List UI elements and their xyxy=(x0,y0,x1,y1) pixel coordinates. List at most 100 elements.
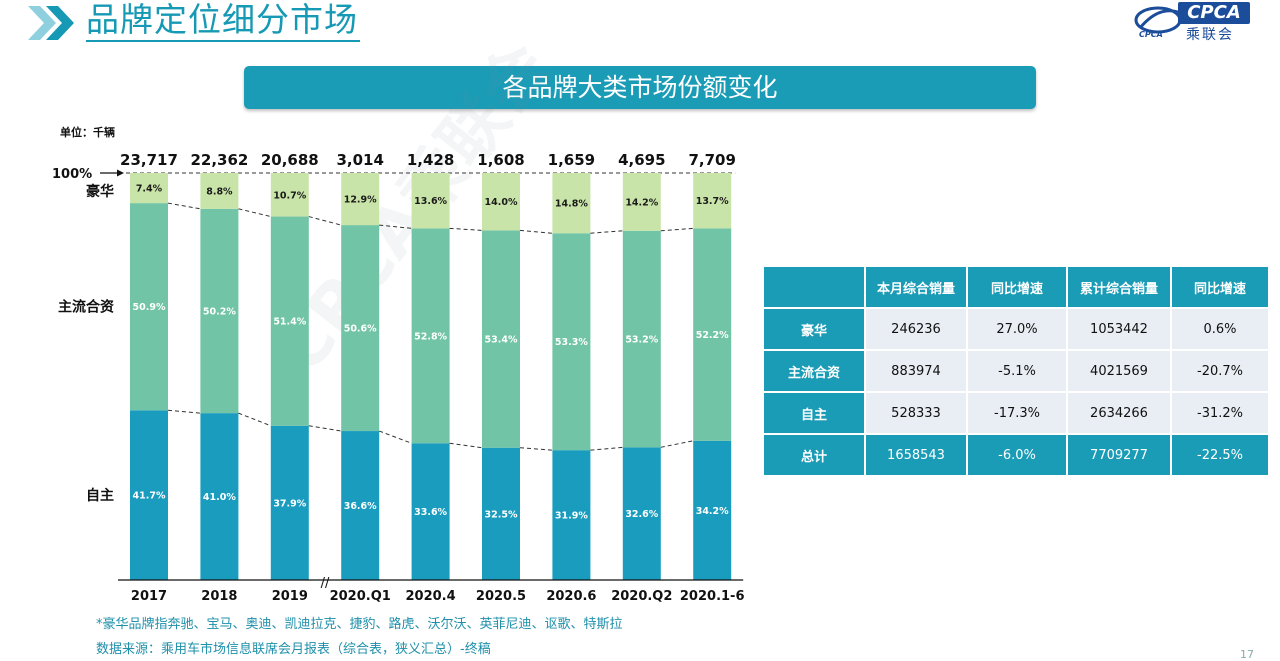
y-marker-arrow-icon xyxy=(117,169,124,177)
data-label: 14.2% xyxy=(625,197,658,208)
data-label: 7.4% xyxy=(136,184,163,195)
bar-segment xyxy=(411,228,450,444)
table-row-head: 总计 xyxy=(762,433,866,477)
x-tick-label: 2020.Q1 xyxy=(330,589,391,604)
bar-segment xyxy=(411,443,450,580)
data-label: 33.6% xyxy=(414,507,447,518)
data-label: 41.0% xyxy=(203,492,236,503)
bar-segment xyxy=(341,173,380,226)
table-cell: -5.1% xyxy=(966,349,1068,393)
bar-segment xyxy=(622,230,661,448)
table-row-head: 主流合资 xyxy=(762,349,866,393)
total-label: 1,428 xyxy=(407,151,454,169)
table-cell: -6.0% xyxy=(966,433,1068,477)
page-number: 17 xyxy=(1240,648,1254,661)
data-label: 53.3% xyxy=(555,337,588,348)
bar-segment xyxy=(270,425,309,580)
total-label: 22,362 xyxy=(190,151,248,169)
bar-segment xyxy=(482,447,520,580)
connector-line xyxy=(590,230,623,234)
series-label: 豪华 xyxy=(86,183,114,200)
table-cell: -31.2% xyxy=(1170,391,1270,435)
connector-line xyxy=(449,442,483,449)
table-cell: -17.3% xyxy=(966,391,1068,435)
stacked-bar-chart: 41.7% 50.9% 7.4% 23,717 2017 41.0% 50.2% 8.8% 22… xyxy=(52,151,745,604)
table-header-cell: 本月综合销量 xyxy=(864,265,968,309)
table-header-cell: 同比增速 xyxy=(1170,265,1270,309)
bar-segment xyxy=(341,431,380,580)
connector-line xyxy=(660,227,694,232)
connector-line xyxy=(308,216,342,226)
table-cell: 1053442 xyxy=(1066,307,1172,351)
data-label: 13.7% xyxy=(696,196,729,207)
data-label: 53.2% xyxy=(625,335,658,346)
total-label: 1,608 xyxy=(477,151,524,169)
bar-segment xyxy=(130,203,168,411)
series-label: 主流合资 xyxy=(58,299,114,316)
unit-label: 单位：千辆 xyxy=(60,126,115,139)
bar-segment xyxy=(622,447,661,580)
connector-line xyxy=(660,440,694,448)
data-label: 51.4% xyxy=(273,317,306,328)
data-label: 32.6% xyxy=(625,509,658,520)
connector-line xyxy=(308,425,342,432)
bar-segment xyxy=(622,173,661,231)
table-header-cell xyxy=(762,265,866,309)
data-label: 32.5% xyxy=(485,509,518,520)
table-cell: 2634266 xyxy=(1066,391,1172,435)
table-cell: 528333 xyxy=(864,391,968,435)
data-label: 14.0% xyxy=(485,197,518,208)
axis-break-label: // xyxy=(321,576,330,591)
table-row-head: 自主 xyxy=(762,391,866,435)
bar-segment xyxy=(130,173,168,204)
total-label: 1,659 xyxy=(548,151,595,169)
table-header-cell: 累计综合销量 xyxy=(1066,265,1172,309)
y-marker-label: 100% xyxy=(52,167,92,182)
bar-segment xyxy=(693,440,732,580)
bar-segment xyxy=(130,410,168,580)
bar-segment xyxy=(482,173,520,231)
table-cell: 246236 xyxy=(864,307,968,351)
bar-segment xyxy=(341,225,380,432)
table-row: 主流合资 883974 -5.1% 4021569 -20.7% xyxy=(762,349,1270,393)
data-label: 12.9% xyxy=(344,195,377,206)
bar-segment xyxy=(693,173,732,229)
table-total-row: 总计 1658543 -6.0% 7709277 -22.5% xyxy=(762,433,1270,477)
footnote: *豪华品牌指奔驰、宝马、奥迪、凯迪拉克、捷豹、路虎、沃尔沃、英菲尼迪、讴歌、特斯… xyxy=(96,617,623,632)
bar-segment xyxy=(552,173,591,234)
logo-small-text: CPCA xyxy=(1139,30,1163,39)
data-label: 8.8% xyxy=(206,186,233,197)
data-label: 31.9% xyxy=(555,511,588,522)
logo-text: CPCA xyxy=(1178,2,1250,24)
data-label: 34.2% xyxy=(696,506,729,517)
bar-segment xyxy=(270,173,309,217)
bar-segment xyxy=(693,228,732,441)
data-label: 52.8% xyxy=(414,331,447,342)
data-label: 36.6% xyxy=(344,501,377,512)
connector-line xyxy=(590,446,623,451)
connector-line xyxy=(519,229,553,234)
bar-segment xyxy=(552,233,591,451)
x-tick-label: 2020.1-6 xyxy=(680,589,745,604)
table-cell: -20.7% xyxy=(1170,349,1270,393)
total-label: 3,014 xyxy=(336,151,383,169)
table-row: 自主 528333 -17.3% 2634266 -31.2% xyxy=(762,391,1270,435)
bar-segment xyxy=(482,230,520,448)
x-tick-label: 2020.4 xyxy=(406,589,456,604)
data-label: 41.7% xyxy=(133,491,166,502)
x-tick-label: 2020.5 xyxy=(476,589,526,604)
connector-line xyxy=(238,208,271,218)
bar-segment xyxy=(200,173,239,209)
table-cell: 27.0% xyxy=(966,307,1068,351)
connector-line xyxy=(238,412,271,427)
data-label: 50.2% xyxy=(203,306,236,317)
table-cell: 883974 xyxy=(864,349,968,393)
data-label: 10.7% xyxy=(273,190,306,201)
series-label: 自主 xyxy=(86,487,114,504)
header-arrows-icon xyxy=(28,6,74,40)
data-label: 14.8% xyxy=(555,199,588,210)
data-label: 53.4% xyxy=(485,335,518,346)
sales-table: 本月综合销量 同比增速 累计综合销量 同比增速 豪华 246236 27.0% … xyxy=(762,265,1270,477)
data-label: 50.9% xyxy=(133,302,166,313)
table-row: 豪华 246236 27.0% 1053442 0.6% xyxy=(762,307,1270,351)
